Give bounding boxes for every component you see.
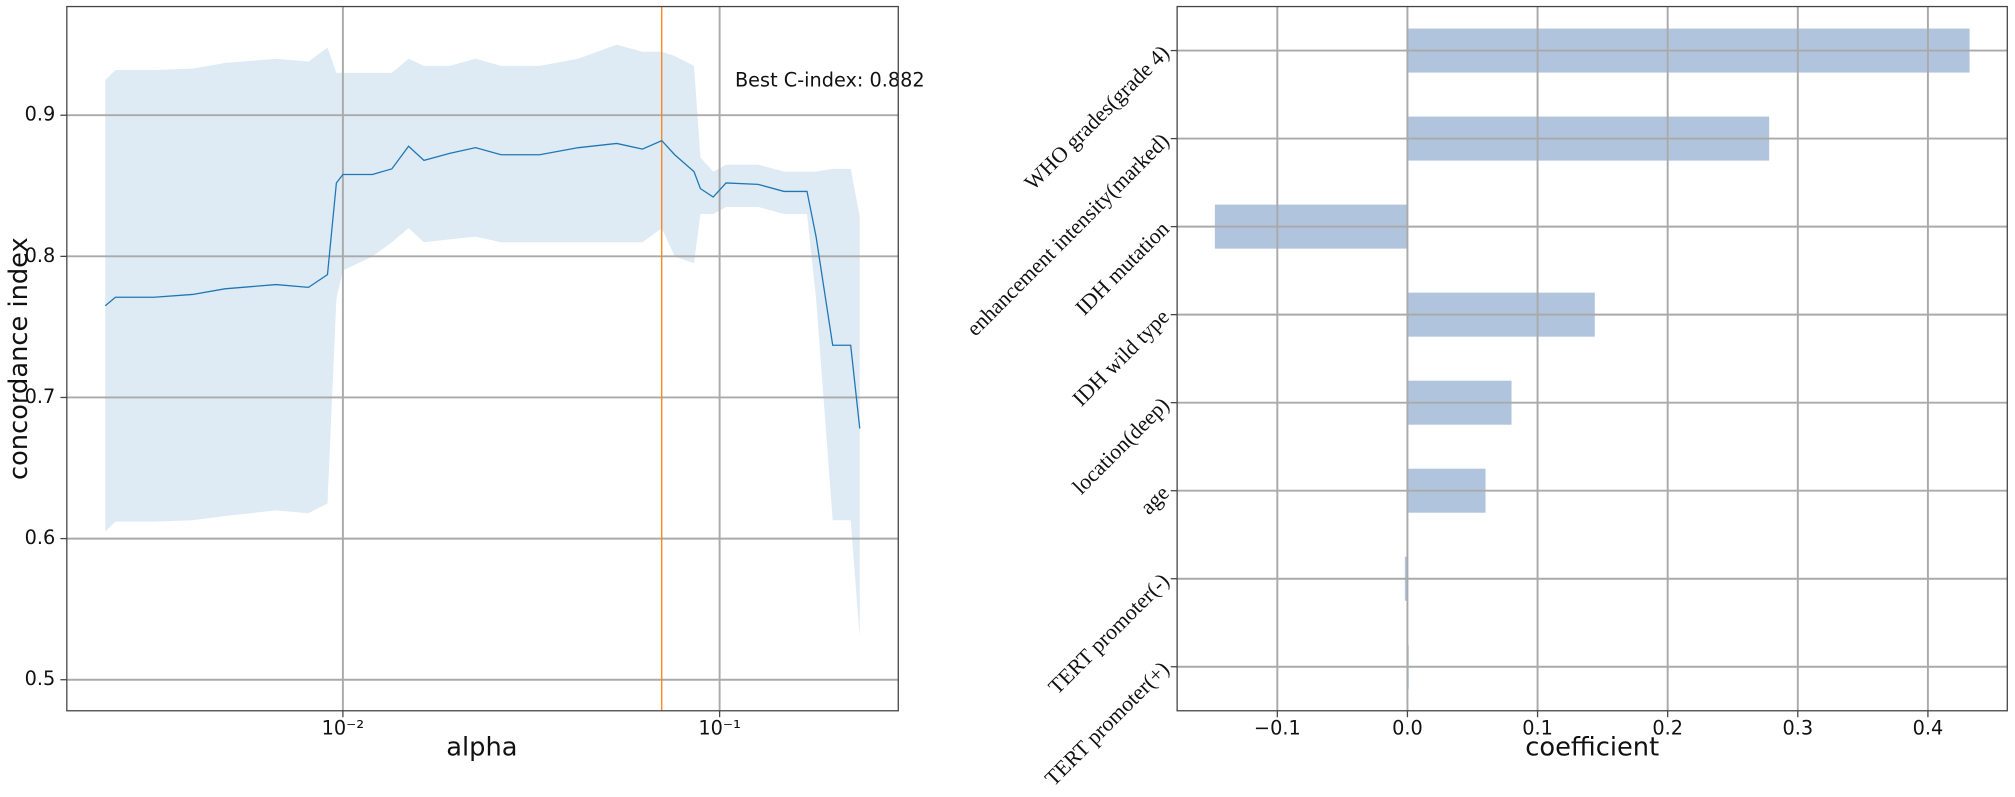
confidence-band <box>408 58 424 243</box>
x-tick-label: 10⁻¹ <box>698 716 740 739</box>
x-axis-label: alpha <box>446 733 517 763</box>
confidence-band <box>850 168 860 638</box>
y-tick-label: 0.6 <box>25 526 56 549</box>
x-tick-label: 0.1 <box>1522 716 1553 739</box>
confidence-band <box>816 168 833 521</box>
x-tick-label: 0.0 <box>1392 716 1423 739</box>
axes-frame <box>66 5 899 712</box>
confidence-band <box>327 47 337 504</box>
y-tick-label: WHO grades(grade 4) <box>1020 41 1174 195</box>
confidence-band <box>616 44 643 243</box>
x-axis-label: coefficient <box>1525 733 1659 763</box>
x-tick-label: 10⁻² <box>322 716 364 739</box>
y-tick-label: age <box>1136 481 1174 519</box>
confidence-band <box>539 58 579 243</box>
y-tick-label: 0.8 <box>25 244 56 267</box>
confidence-band <box>336 72 343 299</box>
confidence-band <box>661 51 675 257</box>
x-tick-label: 0.3 <box>1782 716 1813 739</box>
confidence-band <box>783 171 808 215</box>
x-tick-label: 0.2 <box>1652 716 1683 739</box>
confidence-band <box>342 72 373 271</box>
confidence-band <box>674 55 695 264</box>
x-tick-label: 0.4 <box>1913 716 1944 739</box>
confidence-band <box>423 65 450 243</box>
line <box>104 139 861 429</box>
confidence-band <box>372 72 392 257</box>
confidence-band <box>642 51 662 243</box>
confidence-band <box>501 65 540 243</box>
confidence-band <box>449 58 476 240</box>
annotation: Best C-index: 0.882 <box>735 69 925 92</box>
confidence-band <box>153 68 193 522</box>
confidence-band <box>694 65 701 264</box>
confidence-band <box>391 58 409 243</box>
confidence-band <box>726 164 759 207</box>
y-tick-label: 0.7 <box>25 385 56 408</box>
confidence-band <box>115 70 154 522</box>
y-tick-label: 0.9 <box>25 103 56 126</box>
y-tick-label: 0.5 <box>25 667 56 690</box>
y-axis-label: concordance index <box>4 237 34 480</box>
confidence-band <box>700 157 714 215</box>
confidence-band <box>578 44 617 243</box>
confidence-band <box>224 58 277 517</box>
x-tick-label: −0.1 <box>1254 716 1301 739</box>
axes-frame <box>1176 5 2008 712</box>
confidence-band <box>475 58 502 243</box>
confidence-band <box>758 164 784 215</box>
confidence-band <box>832 168 851 521</box>
confidence-band <box>807 171 817 299</box>
